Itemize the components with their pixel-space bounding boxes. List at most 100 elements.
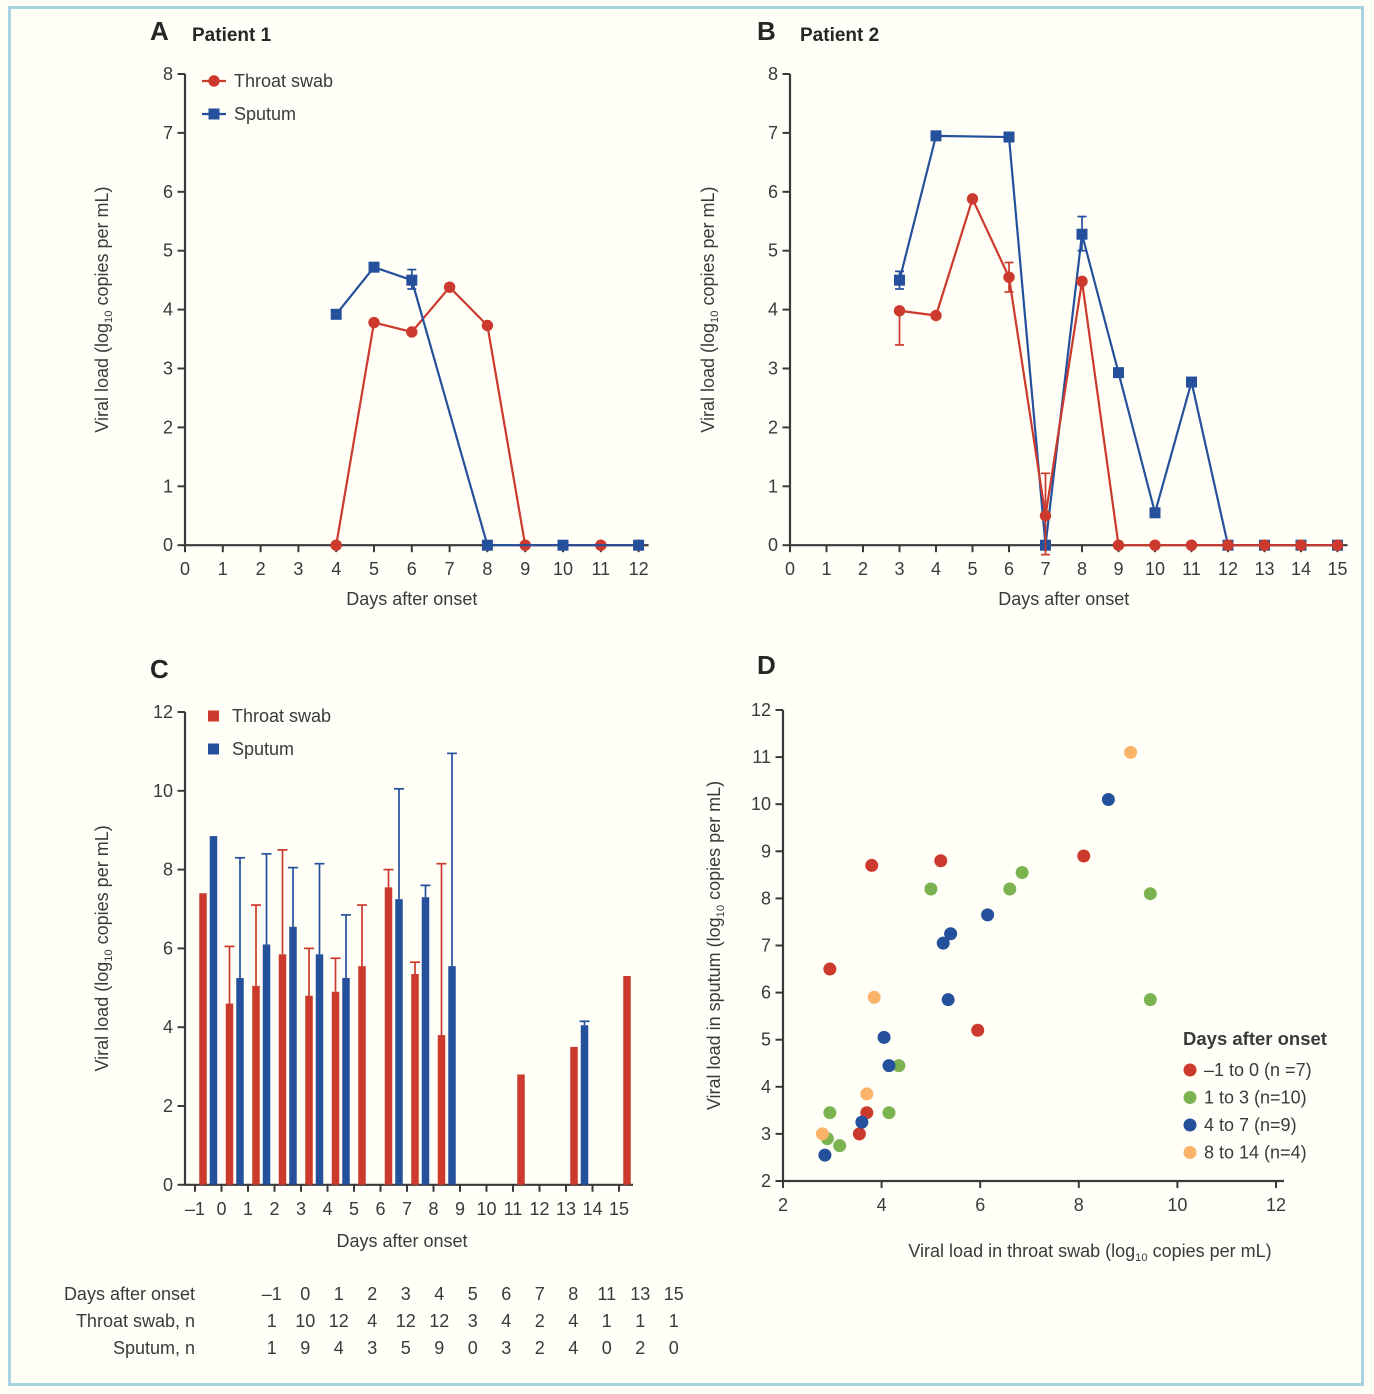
data-point <box>1149 507 1161 519</box>
x-tick-label: 5 <box>369 559 379 579</box>
table-row-label: Throat swab, n <box>75 1311 195 1331</box>
y-tick-label: 8 <box>163 64 173 84</box>
x-tick-label: 4 <box>877 1195 887 1215</box>
data-point <box>208 75 220 87</box>
scatter-point <box>882 1059 896 1073</box>
table-cell: 1 <box>333 1284 344 1304</box>
data-point <box>1003 131 1015 143</box>
scatter-point <box>815 1127 829 1141</box>
table-cell: 0 <box>300 1284 311 1304</box>
x-tick-label: 14 <box>582 1199 602 1219</box>
y-tick-label: 6 <box>163 182 173 202</box>
scatter-point <box>823 1106 837 1120</box>
bar-throat <box>411 974 419 1185</box>
table-cell: 3 <box>400 1284 411 1304</box>
x-axis-label: Days after onset <box>998 589 1129 609</box>
y-tick-label: 5 <box>163 241 173 261</box>
x-tick-label: 2 <box>778 1195 788 1215</box>
x-tick-label: 10 <box>1167 1195 1187 1215</box>
bar-group-day--1 <box>199 836 218 1185</box>
x-tick-label: 11 <box>591 559 610 579</box>
legend-dot <box>1183 1091 1197 1104</box>
table-row: Throat swab, n 1 10 12 4 12 12 3 4 2 4 1 1 1 <box>20 1308 740 1335</box>
table-cell: 4 <box>434 1284 445 1304</box>
data-point <box>893 305 906 317</box>
bar-group-day-8 <box>436 752 457 1185</box>
legend-label: Sputum <box>232 739 294 759</box>
table-cell: 5 <box>400 1338 411 1358</box>
data-point <box>557 539 569 551</box>
data-point <box>1039 510 1052 522</box>
table-cell: 2 <box>534 1338 545 1358</box>
table-cell: 1 <box>635 1311 646 1331</box>
x-tick-label: 5 <box>349 1199 359 1219</box>
y-tick-label: 10 <box>153 781 173 801</box>
legend-label: Throat swab <box>232 706 331 726</box>
x-tick-label: 12 <box>629 559 649 579</box>
legend-title: Days after onset <box>1183 1028 1327 1049</box>
legend: Days after onset –1 to 0 (n =7) 1 to 3 (n=… <box>1183 1028 1327 1163</box>
panel-d-letter: D <box>757 650 776 680</box>
data-point <box>368 316 380 329</box>
x-tick-label: 2 <box>269 1199 279 1219</box>
x-axis-label: Viral load in throat swab (log10 copies … <box>908 1241 1271 1264</box>
data-point <box>406 274 418 286</box>
y-tick-label: 10 <box>751 794 771 814</box>
x-tick-label: 10 <box>553 559 573 579</box>
bar-throat <box>517 1074 525 1185</box>
scatter-point <box>865 858 879 872</box>
legend-label: 8 to 14 (n=4) <box>1204 1143 1307 1163</box>
x-tick-label: 11 <box>1182 559 1201 579</box>
y-tick-label: 12 <box>751 700 771 720</box>
x-tick-label: 4 <box>931 559 941 579</box>
y-tick-label: 8 <box>768 64 778 84</box>
bar-sputum <box>448 966 456 1185</box>
x-tick-label: 8 <box>482 559 492 579</box>
legend-label: Throat swab <box>234 71 333 91</box>
bar-sputum <box>236 977 244 1185</box>
x-tick-label: 14 <box>1291 559 1311 579</box>
data-point <box>930 309 942 322</box>
table-cell: 10 <box>295 1311 316 1331</box>
table-cell: 4 <box>333 1338 344 1358</box>
panel-a-title: Patient 1 <box>192 25 272 46</box>
x-tick-label: 8 <box>1074 1195 1084 1215</box>
table-cell: 1 <box>668 1311 679 1331</box>
table-cell: –1 <box>261 1284 282 1304</box>
bar-group-day-7 <box>410 884 431 1185</box>
data-point <box>481 319 494 332</box>
x-tick-label: 0 <box>216 1199 226 1219</box>
table-cell: 4 <box>501 1311 512 1331</box>
x-tick-label: 12 <box>1218 559 1238 579</box>
x-tick-label: 0 <box>785 559 795 579</box>
x-tick-label: 7 <box>402 1199 412 1219</box>
table-cell: 1 <box>601 1311 612 1331</box>
scatter-point <box>867 990 881 1004</box>
x-tick-label: 5 <box>967 559 977 579</box>
data-point <box>481 539 493 551</box>
x-tick-label: 3 <box>293 559 303 579</box>
y-tick-label: 1 <box>768 476 778 496</box>
bar-sputum <box>315 954 324 1185</box>
y-tick-label: 6 <box>761 983 771 1003</box>
x-tick-label: 6 <box>975 1195 985 1215</box>
y-tick-label: 12 <box>153 702 173 722</box>
table-cell: 3 <box>501 1338 512 1358</box>
x-tick-label: –1 <box>185 1199 205 1219</box>
table-cell: 4 <box>367 1311 378 1331</box>
x-tick-label: 12 <box>529 1199 549 1219</box>
table-cell: 4 <box>568 1338 579 1358</box>
x-tick-label: 9 <box>455 1199 465 1219</box>
y-tick-label: 7 <box>768 123 778 143</box>
table-cell: 5 <box>467 1284 478 1304</box>
table-spacer <box>195 1281 255 1308</box>
series-line <box>898 134 1338 547</box>
scatter-point <box>1015 865 1029 879</box>
data-point <box>443 281 456 293</box>
y-tick-label: 0 <box>163 535 173 555</box>
scatter-point <box>833 1139 847 1153</box>
panel-a-letter: A <box>150 16 169 46</box>
data-point <box>1076 228 1088 240</box>
x-tick-label: 4 <box>322 1199 332 1219</box>
